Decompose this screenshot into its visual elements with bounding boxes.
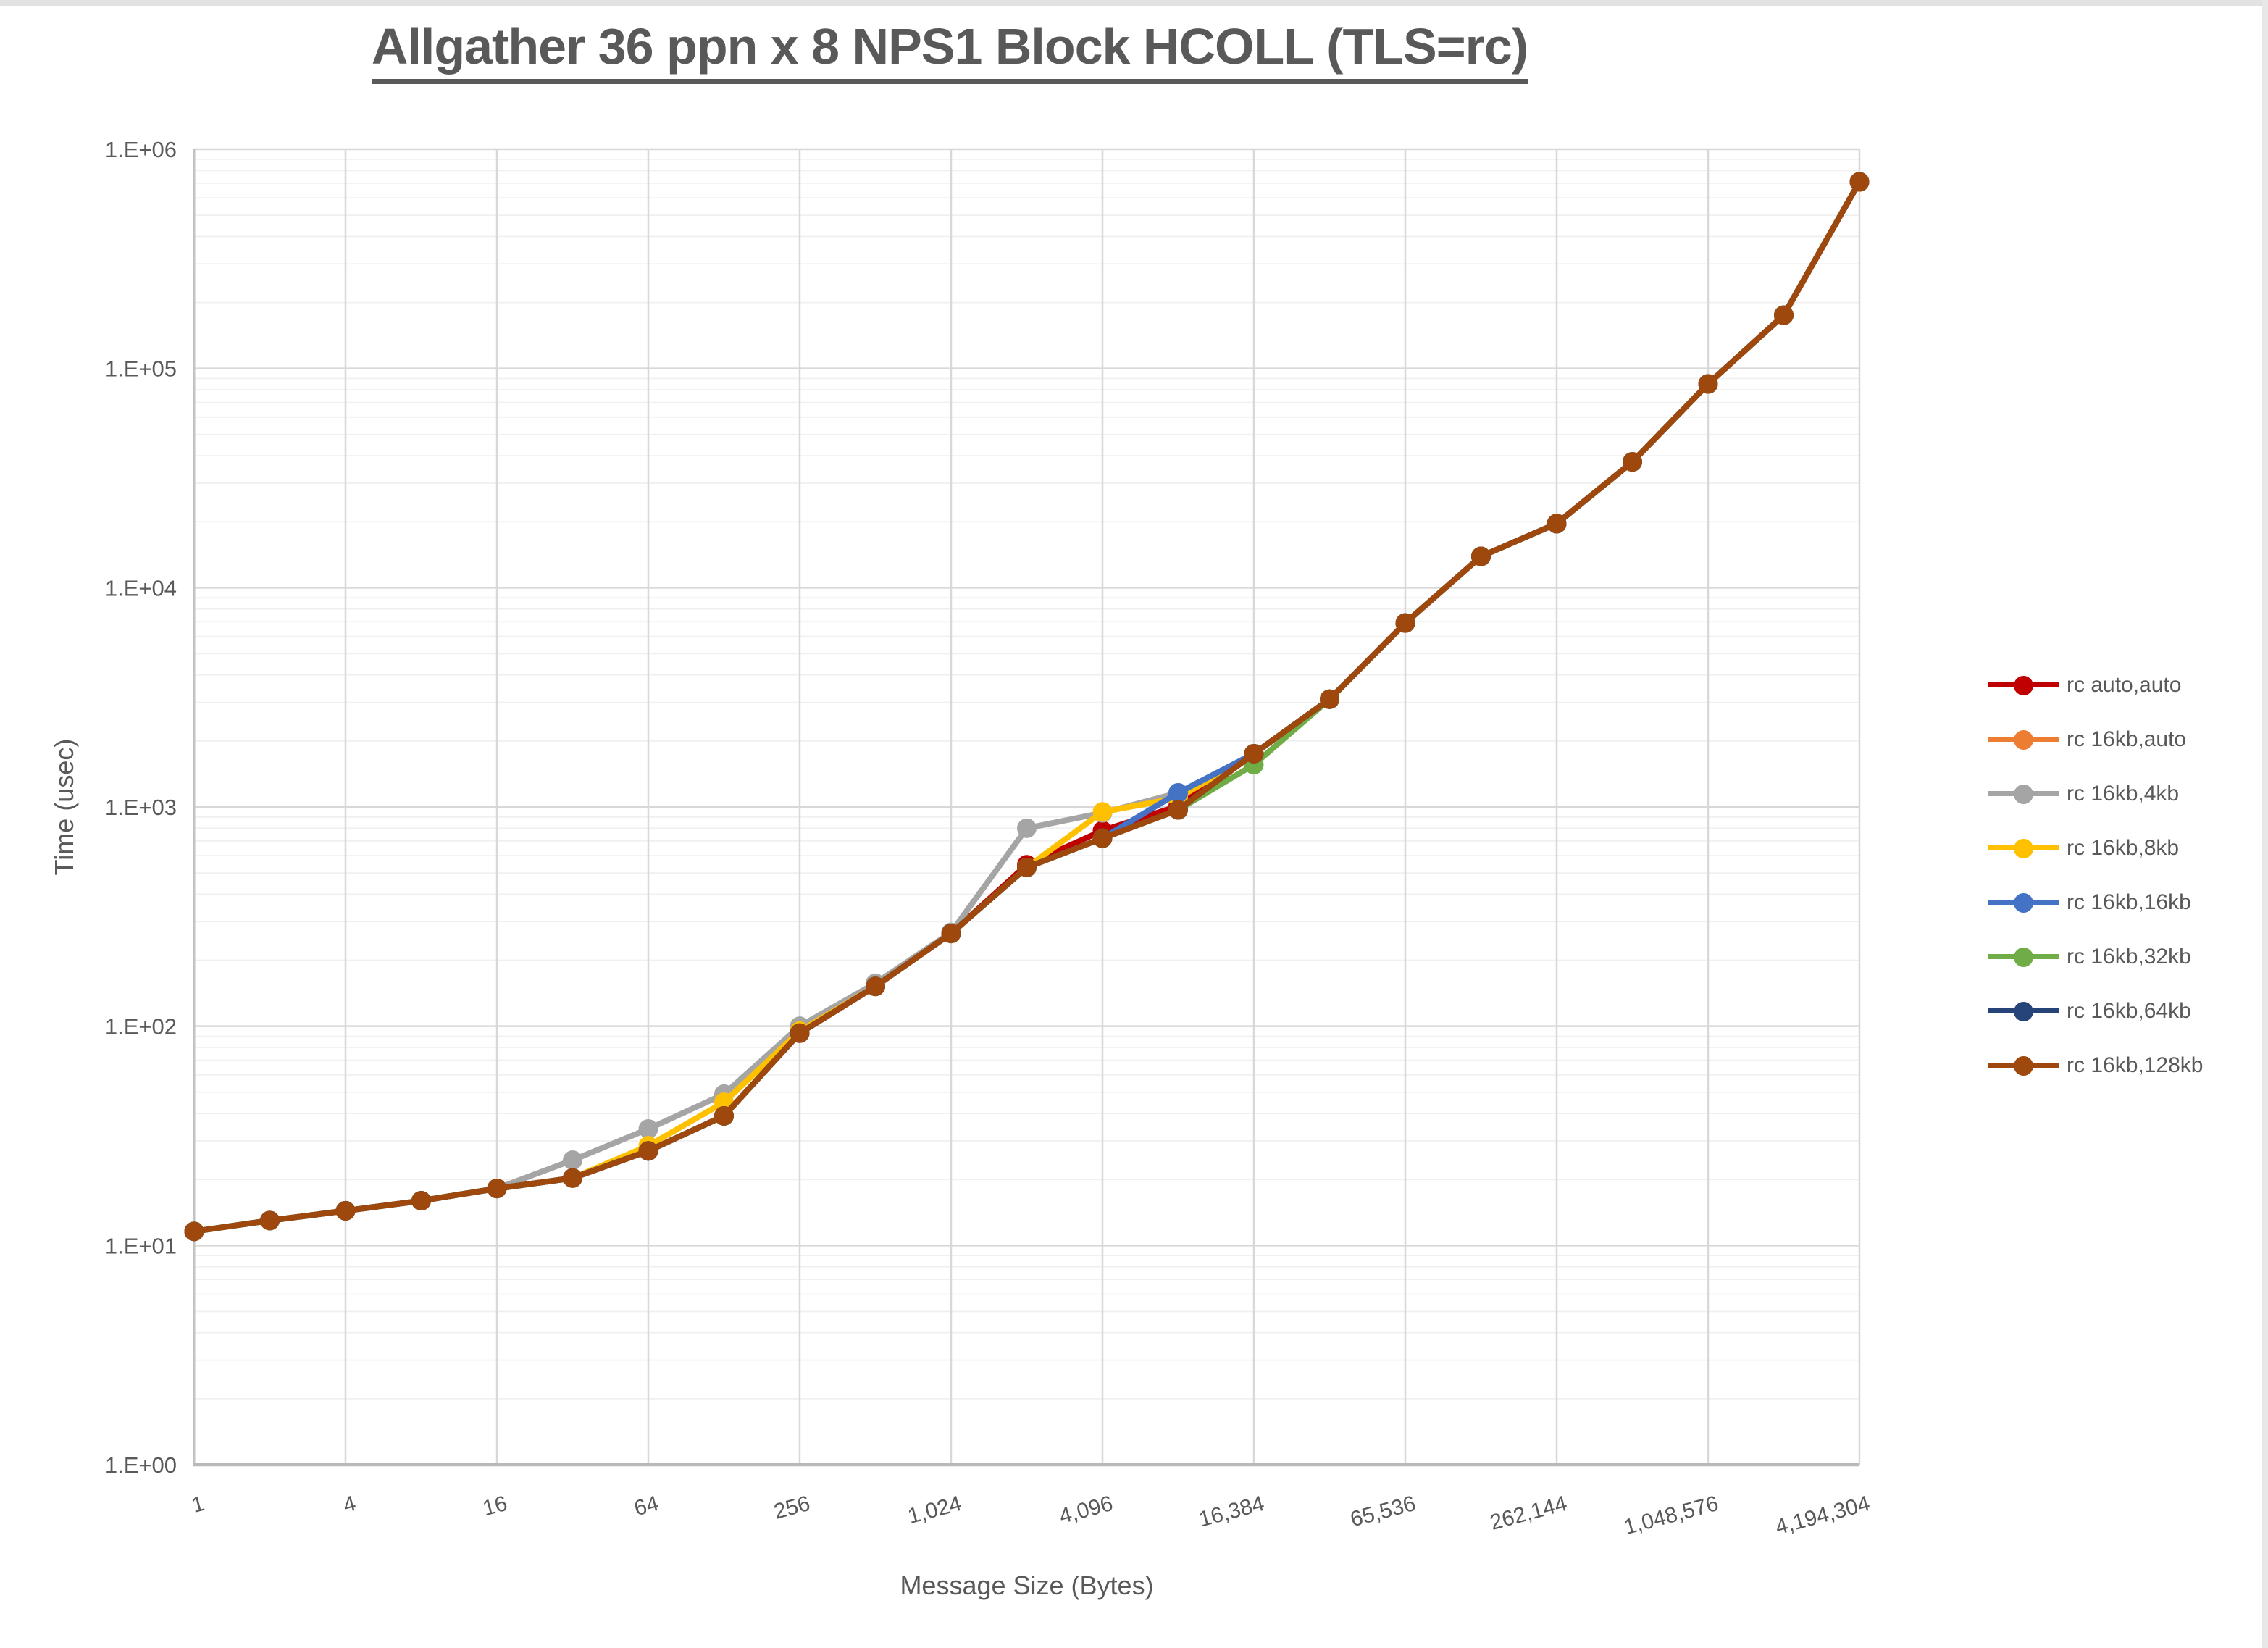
series-marker-rc-16kb-128kb	[1774, 305, 1794, 325]
legend-item-rc-16kb-auto: rc 16kb,auto	[1988, 712, 2203, 766]
legend-item-rc-16kb-16kb: rc 16kb,16kb	[1988, 875, 2203, 929]
series-line-rc-auto-auto	[191, 179, 1862, 1234]
legend-line-marker-icon	[1988, 1055, 2059, 1076]
series-marker-rc-16kb-128kb	[1471, 546, 1491, 566]
series-line-rc-16kb-8kb	[191, 179, 1862, 1234]
series-marker-rc-16kb-128kb	[335, 1200, 356, 1221]
x-tick-label: 4,194,304	[1773, 1492, 1872, 1539]
legend-item-rc-16kb-4kb: rc 16kb,4kb	[1988, 766, 2203, 821]
legend-label: rc 16kb,16kb	[2067, 890, 2191, 914]
series-marker-rc-16kb-128kb	[1623, 452, 1642, 472]
legend-item-rc-16kb-128kb: rc 16kb,128kb	[1988, 1038, 2203, 1092]
x-axis-title: Message Size (Bytes)	[900, 1570, 1154, 1600]
x-tick-label: 1	[189, 1492, 207, 1518]
series-marker-rc-16kb-128kb	[1547, 514, 1567, 534]
series-marker-rc-16kb-128kb	[1017, 857, 1037, 877]
series-marker-rc-16kb-128kb	[638, 1141, 658, 1161]
series-marker-rc-16kb-128kb	[714, 1105, 734, 1126]
legend-line-marker-icon	[1988, 729, 2059, 750]
series-line-rc-16kb-16kb	[191, 179, 1862, 1234]
series-line-rc-16kb-auto	[191, 179, 1862, 1234]
x-tick-label: 16	[480, 1492, 510, 1521]
x-tick-label: 16,384	[1197, 1492, 1267, 1532]
x-tick-label: 262,144	[1488, 1492, 1570, 1535]
x-tick-label: 65,536	[1348, 1492, 1418, 1532]
series-line-rc-16kb-4kb	[191, 179, 1862, 1234]
legend-line-marker-icon	[1988, 892, 2059, 913]
y-tick-label: 1.E+05	[105, 356, 177, 382]
series-marker-rc-16kb-128kb	[790, 1023, 810, 1043]
legend-label: rc 16kb,auto	[2067, 727, 2187, 751]
y-tick-label: 1.E+01	[105, 1233, 177, 1258]
legend: rc auto,auto rc 16kb,auto rc 16kb,4kb rc…	[1988, 658, 2203, 1092]
series-marker-rc-16kb-8kb	[1092, 802, 1113, 822]
legend-line-marker-icon	[1988, 837, 2059, 859]
series-marker-rc-16kb-128kb	[1092, 828, 1113, 848]
y-tick-label: 1.E+03	[105, 795, 177, 820]
legend-label: rc 16kb,8kb	[2067, 835, 2180, 860]
legend-label: rc 16kb,128kb	[2067, 1053, 2204, 1077]
legend-line-marker-icon	[1988, 1000, 2059, 1022]
series-marker-rc-16kb-128kb	[1168, 800, 1188, 820]
x-tick-label: 4,096	[1057, 1492, 1116, 1528]
x-tick-label: 4	[340, 1492, 359, 1518]
legend-label: rc 16kb,32kb	[2067, 944, 2191, 969]
x-tick-label: 256	[771, 1492, 813, 1524]
x-tick-label: 1,048,576	[1621, 1492, 1720, 1539]
legend-item-rc-auto-auto: rc auto,auto	[1988, 658, 2203, 712]
legend-label: rc auto,auto	[2067, 672, 2182, 697]
series-marker-rc-16kb-4kb	[638, 1118, 658, 1139]
series-marker-rc-16kb-4kb	[563, 1150, 582, 1171]
series-marker-rc-16kb-128kb	[1698, 374, 1718, 394]
series-line-rc-16kb-32kb	[191, 179, 1862, 1234]
chart-title: Allgather 36 ppn x 8 NPS1 Block HCOLL (T…	[0, 17, 1899, 84]
y-tick-label: 1.E+02	[105, 1014, 177, 1040]
series-marker-rc-16kb-128kb	[1395, 613, 1415, 633]
legend-line-marker-icon	[1988, 946, 2059, 968]
legend-item-rc-16kb-32kb: rc 16kb,32kb	[1988, 929, 2203, 984]
series-line-rc-16kb-64kb	[191, 179, 1862, 1234]
series-line-rc-16kb-128kb	[191, 179, 1862, 1234]
series-marker-rc-16kb-4kb	[1017, 818, 1037, 838]
legend-line-marker-icon	[1988, 674, 2059, 696]
window-right-edge	[2262, 0, 2268, 1648]
series-marker-rc-16kb-128kb	[1849, 172, 1870, 192]
y-axis-title: Time (usec)	[49, 738, 79, 876]
series-marker-rc-16kb-128kb	[260, 1210, 280, 1231]
series-marker-rc-16kb-128kb	[1244, 743, 1264, 764]
legend-label: rc 16kb,64kb	[2067, 998, 2191, 1023]
series-marker-rc-16kb-128kb	[866, 976, 885, 997]
legend-line-marker-icon	[1988, 783, 2059, 805]
series-marker-rc-16kb-128kb	[941, 924, 961, 944]
y-tick-label: 1.E+06	[105, 137, 177, 162]
x-tick-label: 64	[632, 1492, 661, 1521]
series-marker-rc-16kb-128kb	[487, 1179, 507, 1199]
window-top-edge	[0, 0, 2268, 6]
legend-item-rc-16kb-8kb: rc 16kb,8kb	[1988, 821, 2203, 875]
y-tick-label: 1.E+04	[105, 575, 177, 601]
y-tick-label: 1.E+00	[105, 1452, 177, 1478]
series-marker-rc-16kb-128kb	[1320, 689, 1339, 709]
series-marker-rc-16kb-128kb	[184, 1221, 204, 1242]
series-marker-rc-16kb-16kb	[1168, 782, 1188, 803]
x-tick-label: 1,024	[905, 1492, 964, 1528]
series-marker-rc-16kb-128kb	[411, 1191, 431, 1211]
series-marker-rc-16kb-128kb	[563, 1168, 582, 1188]
legend-label: rc 16kb,4kb	[2067, 781, 2180, 806]
legend-item-rc-16kb-64kb: rc 16kb,64kb	[1988, 984, 2203, 1038]
